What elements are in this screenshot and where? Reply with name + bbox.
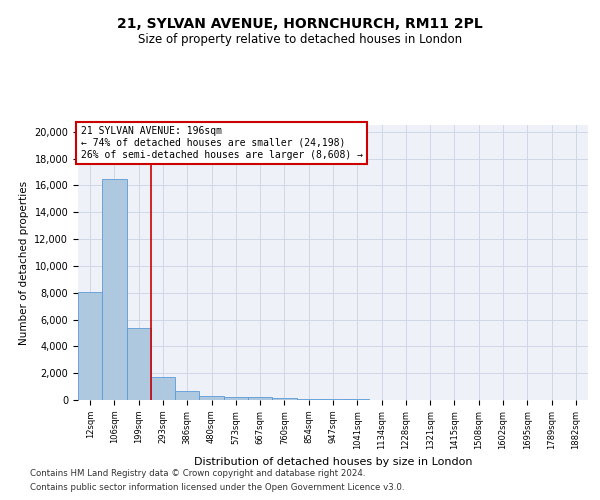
X-axis label: Distribution of detached houses by size in London: Distribution of detached houses by size … [194,457,472,467]
Bar [102,178,127,400]
Bar [199,396,224,400]
Bar [151,376,175,400]
Y-axis label: Number of detached properties: Number of detached properties [19,180,29,344]
Text: 21 SYLVAN AVENUE: 196sqm
← 74% of detached houses are smaller (24,198)
26% of se: 21 SYLVAN AVENUE: 196sqm ← 74% of detach… [80,126,362,160]
Bar [272,398,296,400]
Text: Contains public sector information licensed under the Open Government Licence v3: Contains public sector information licen… [30,484,404,492]
Bar [175,390,199,400]
Text: 21, SYLVAN AVENUE, HORNCHURCH, RM11 2PL: 21, SYLVAN AVENUE, HORNCHURCH, RM11 2PL [117,18,483,32]
Bar [127,328,151,400]
Bar [296,399,321,400]
Text: Contains HM Land Registry data © Crown copyright and database right 2024.: Contains HM Land Registry data © Crown c… [30,468,365,477]
Text: Size of property relative to detached houses in London: Size of property relative to detached ho… [138,32,462,46]
Bar [248,398,272,400]
Bar [321,399,345,400]
Bar [224,397,248,400]
Bar [78,292,102,400]
